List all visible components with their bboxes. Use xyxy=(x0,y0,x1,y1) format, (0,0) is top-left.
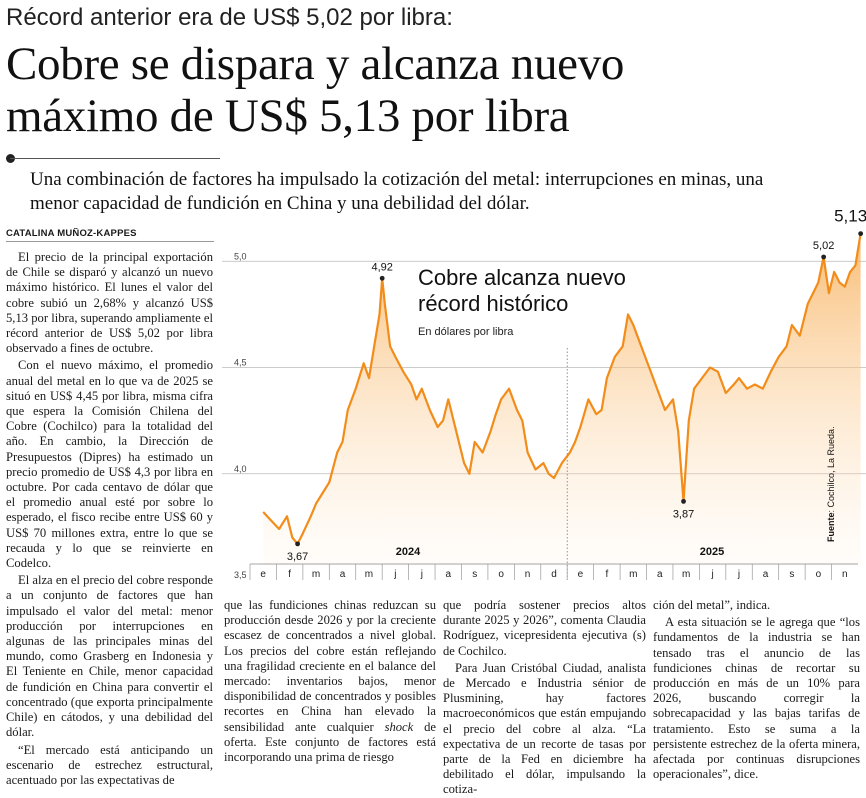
month-label: o xyxy=(816,569,822,580)
month-label: o xyxy=(498,569,504,580)
column-2: que las fundiciones chinas reduzcan su p… xyxy=(224,598,436,765)
column-1: El precio de la principal exportación de… xyxy=(6,250,213,788)
month-label: a xyxy=(445,569,451,580)
month-label: f xyxy=(605,569,608,580)
month-label: f xyxy=(288,569,291,580)
month-label: a xyxy=(763,569,769,580)
callout-dot xyxy=(821,254,827,260)
text: que las fundiciones chinas reduzcan su p… xyxy=(224,598,436,734)
callout-label: 3,67 xyxy=(287,551,308,563)
kicker: Récord anterior era de US$ 5,02 por libr… xyxy=(6,4,453,31)
paragraph: “El mercado está anticipando un escenari… xyxy=(6,742,213,787)
area-fill xyxy=(263,233,861,566)
y-ticks: 5,0 4,5 4,0 3,5 xyxy=(234,251,247,580)
column-4: ción del metal”, indica. A esta situació… xyxy=(653,598,860,782)
callout-dot xyxy=(681,498,686,504)
y-tick-label: 3,5 xyxy=(234,570,247,580)
source-label: Fuente xyxy=(826,512,836,542)
month-label: n xyxy=(525,569,531,580)
callout-label: 3,87 xyxy=(673,508,694,520)
month-label: m xyxy=(629,569,637,580)
month-label: e xyxy=(260,569,266,580)
chart-subtitle: En dólares por libra xyxy=(418,326,514,338)
month-label: a xyxy=(657,569,663,580)
month-label: j xyxy=(420,569,423,580)
callouts: 3,67 4,92 3,87 5,02 5,13 xyxy=(287,207,866,563)
headline-line-1: Cobre se dispara y alcanza nuevo xyxy=(6,38,625,90)
italic-term: shock xyxy=(384,719,414,734)
text: de oferta. Este conjunto de factores est… xyxy=(224,719,436,765)
y-tick-label: 4,0 xyxy=(234,464,247,474)
column-3: que podría sostener precios altos durant… xyxy=(443,598,646,798)
divider xyxy=(10,158,220,159)
deck: Una combinación de factores ha impulsado… xyxy=(30,169,764,214)
month-label: s xyxy=(789,569,794,580)
headline: Cobre se dispara y alcanza nuevo máximo … xyxy=(6,38,624,142)
paragraph: Para Juan Cristóbal Ciudad, analista de … xyxy=(443,660,646,797)
chart-source: Fuente: Cochilco, La Rueda. xyxy=(826,426,836,542)
month-label: e xyxy=(578,569,584,580)
series-line xyxy=(262,233,862,545)
paragraph: Con el nuevo máximo, el promedio anual d… xyxy=(6,358,213,571)
paragraph: El precio de la principal exportación de… xyxy=(6,250,213,356)
source-text: : Cochilco, La Rueda. xyxy=(826,426,836,512)
copper-price-chart: 5,0 4,5 4,0 3,5 e f m a m j j a s o n d e f m a m j j a s o n 3,6… xyxy=(222,207,866,580)
month-label: m xyxy=(312,569,320,580)
month-label: j xyxy=(393,569,396,580)
paragraph: ción del metal”, indica. xyxy=(653,598,771,612)
callout-dot xyxy=(858,231,864,237)
y-tick-label: 5,0 xyxy=(234,251,247,261)
month-label: d xyxy=(551,569,557,580)
year-label-2024: 2024 xyxy=(396,546,421,558)
year-label-2025: 2025 xyxy=(700,546,724,558)
month-label: n xyxy=(842,569,848,580)
callout-dot xyxy=(295,541,300,547)
callout-dot xyxy=(379,275,385,281)
paragraph: que podría sostener precios altos durant… xyxy=(443,598,646,658)
month-label: a xyxy=(340,569,346,580)
paragraph: que las fundiciones chinas reduzcan su p… xyxy=(224,598,436,765)
month-label: j xyxy=(737,569,740,580)
y-tick-label: 4,5 xyxy=(234,358,247,368)
month-label: j xyxy=(710,569,713,580)
month-label: s xyxy=(472,569,477,580)
paragraph: El alza en el precio del cobre responde … xyxy=(6,573,213,740)
callout-label: 5,13 xyxy=(834,207,866,226)
chart-title-line-2: récord histórico xyxy=(418,291,568,316)
paragraph: A esta situación se le agrega que “los f… xyxy=(653,615,860,782)
callout-label: 4,92 xyxy=(371,261,392,273)
month-label: m xyxy=(365,569,373,580)
byline: CATALINA MUÑOZ-KAPPES xyxy=(6,228,214,242)
month-label: m xyxy=(682,569,690,580)
callout-label: 5,02 xyxy=(813,240,834,252)
chart-title-line-1: Cobre alcanza nuevo xyxy=(418,265,626,290)
headline-line-2: máximo de US$ 5,13 por libra xyxy=(6,90,570,142)
